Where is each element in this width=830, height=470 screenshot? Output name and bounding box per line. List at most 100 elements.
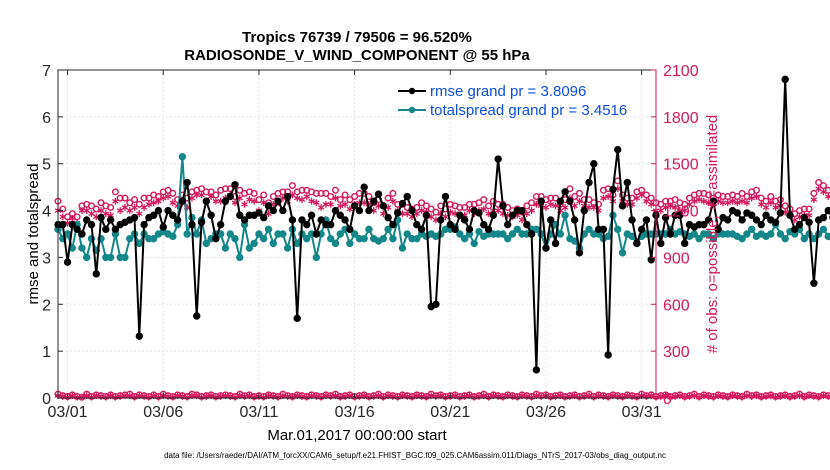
rmse-point [456, 211, 464, 219]
x-axis-ticks: 03/01 03/06 03/11 03/16 03/21 03/26 03/31 [48, 70, 662, 421]
rmse-point [599, 225, 608, 234]
legend-label-rmse: rmse grand pr = 3.8096 [430, 83, 586, 100]
possible-obs-point [752, 186, 760, 194]
rmse-point [240, 216, 249, 224]
assimilated-obs-point [136, 210, 143, 218]
totalspread-point [135, 239, 144, 248]
y-left-tick-label: 3 [42, 250, 51, 267]
rmse-point [618, 202, 627, 210]
assimilated-obs-low-point [748, 393, 755, 400]
possible-obs-point [389, 189, 397, 197]
assimilated-obs-low-point [743, 392, 751, 400]
totalspread-point [618, 249, 627, 257]
possible-obs-point [331, 186, 339, 194]
rmse-point [556, 197, 565, 205]
assimilated-obs-low-point [734, 393, 741, 400]
totalspread-point [561, 211, 569, 219]
rmse-point [212, 234, 220, 243]
assimilated-obs-point [757, 200, 765, 208]
assimilated-obs-low-point [686, 393, 693, 400]
totalspread-point [824, 232, 830, 241]
rmse-point [503, 220, 512, 229]
totalspread-point [614, 225, 622, 234]
possible-obs-point [815, 178, 823, 186]
rmse-point [279, 206, 287, 215]
totalspread-point [503, 234, 512, 243]
rmse-point [78, 230, 86, 238]
assimilated-obs-point [638, 191, 645, 199]
rmse-point [92, 270, 100, 278]
assimilated-obs-point [293, 194, 301, 202]
rmse-point [68, 220, 77, 229]
possible-obs-point [346, 196, 354, 204]
totalspread-point [690, 230, 698, 238]
rmse-point [384, 213, 392, 222]
possible-obs-point [413, 203, 421, 211]
totalspread-point [183, 230, 191, 238]
assimilated-obs-point [102, 210, 110, 218]
rmse-point [805, 218, 813, 226]
totalspread-point [83, 253, 91, 262]
rmse-point [499, 202, 507, 210]
assimilated-obs-point [88, 210, 95, 218]
assimilated-obs-low-point [786, 393, 794, 401]
assimilated-obs-point [738, 197, 746, 205]
assimilated-obs-point [547, 200, 555, 208]
assimilated-obs-point [246, 196, 253, 204]
rmse-point [236, 211, 244, 219]
possible-obs-point [111, 188, 119, 196]
rmse-point [97, 213, 105, 222]
assimilated-obs-point [145, 200, 153, 208]
rmse-point [647, 256, 655, 264]
assimilated-obs-low-point [729, 392, 736, 400]
assimilated-obs-point [97, 207, 105, 214]
rmse-point [661, 213, 670, 222]
assimilated-obs-point [561, 204, 569, 211]
possible-obs-point [647, 194, 655, 202]
possible-obs-point [131, 196, 139, 204]
assimilated-obs-point [820, 188, 827, 196]
assimilated-obs-low-point [667, 393, 674, 401]
possible-obs-point [164, 186, 172, 194]
rmse-point [355, 206, 364, 215]
assimilated-obs-low-point [676, 392, 684, 400]
assimilated-obs-low-point [796, 392, 803, 400]
possible-obs-point [288, 182, 296, 190]
rmse-series [54, 75, 830, 374]
totalspread-point [226, 230, 234, 238]
y-axis-left-ticks: 0 1 2 3 4 5 6 7 [42, 63, 63, 408]
rmse-point [303, 220, 311, 229]
assimilated-obs-point [389, 197, 397, 205]
y-right-tick-label: 2100 [663, 63, 699, 80]
y-axis-left-label: rmse and totalspread [25, 164, 42, 305]
totalspread-point [193, 230, 201, 238]
assimilated-obs-point [576, 197, 583, 205]
possible-obs-point [250, 189, 258, 197]
rmse-point [547, 216, 555, 224]
assimilated-obs-point [317, 204, 325, 211]
assimilated-obs-point [112, 197, 119, 205]
totalspread-point [767, 230, 775, 238]
assimilated-obs-low-point [820, 392, 827, 400]
assimilated-obs-low-point [781, 392, 789, 400]
assimilated-obs-low-point [662, 392, 669, 400]
rmse-point [73, 225, 81, 234]
rmse-point [642, 216, 651, 224]
assimilated-obs-low-point [815, 393, 822, 401]
rmse-point [561, 188, 569, 196]
possible-obs-point [532, 193, 540, 201]
assimilated-obs-point [494, 207, 502, 214]
rmse-point [800, 213, 809, 222]
assimilated-obs-point [604, 193, 612, 200]
assimilated-obs-point [600, 194, 607, 202]
rmse-point [408, 206, 416, 215]
assimilated-obs-point [810, 196, 818, 204]
totalspread-point [250, 239, 258, 248]
rmse-point [255, 209, 263, 217]
rmse-point [523, 220, 531, 229]
assimilated-obs-low-point [691, 392, 698, 400]
assimilated-obs-point [150, 199, 157, 207]
possible-obs-point [202, 188, 210, 196]
possible-obs-point [351, 193, 359, 201]
rmse-point [432, 300, 440, 308]
